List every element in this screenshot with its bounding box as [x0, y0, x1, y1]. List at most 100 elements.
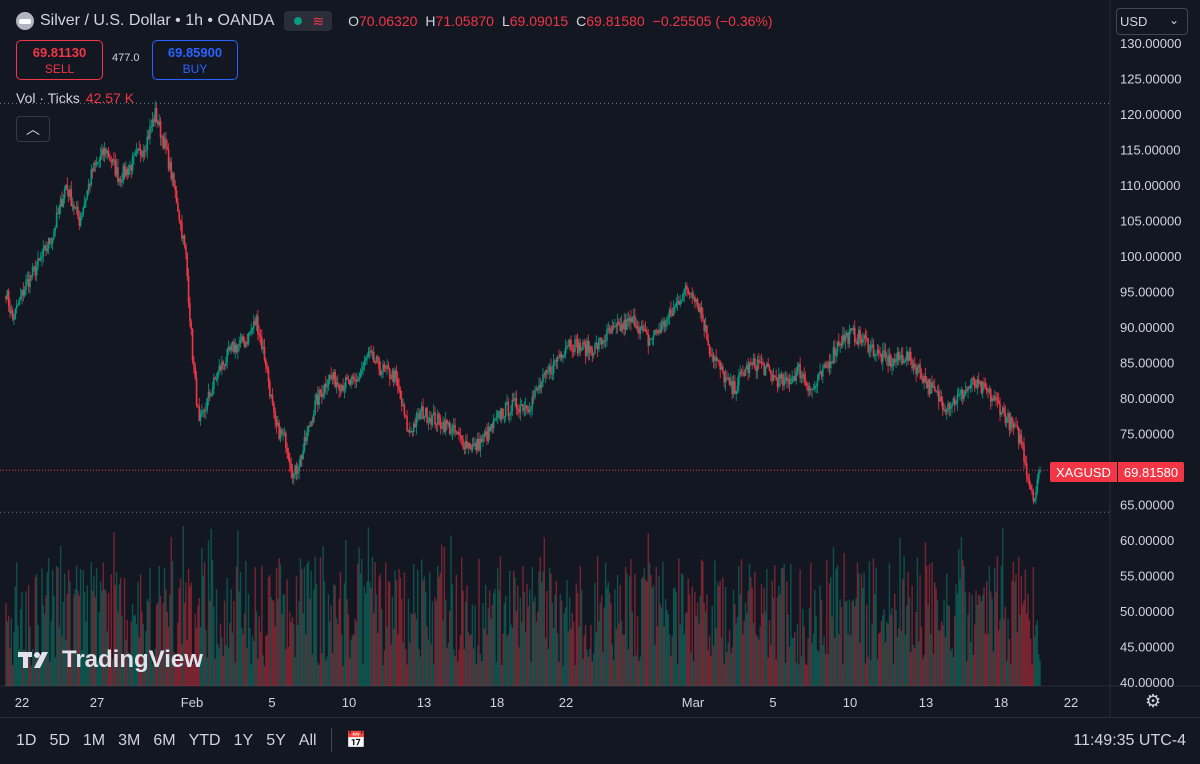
candle-body — [444, 420, 447, 432]
volume-bar — [389, 581, 391, 686]
volume-bar — [816, 649, 819, 686]
candle-body — [964, 390, 967, 396]
candle-body — [975, 386, 977, 389]
market-status[interactable]: ≋ — [284, 11, 333, 31]
range-ytd[interactable]: YTD — [188, 732, 221, 749]
collapse-legend-button[interactable]: ︿ — [16, 116, 50, 142]
volume-bar — [718, 585, 720, 686]
candle-body — [783, 379, 785, 386]
volume-bar — [362, 664, 364, 686]
range-5y[interactable]: 5Y — [266, 732, 286, 749]
clock[interactable]: 11:49:35 UTC-4 — [1073, 732, 1186, 749]
candle-body — [189, 303, 191, 322]
volume-bar — [880, 620, 883, 686]
candle-body — [137, 148, 139, 152]
candle-body — [536, 388, 539, 391]
volume-bar — [676, 663, 679, 686]
candle-body — [724, 377, 727, 383]
candle-body — [73, 204, 75, 209]
range-5d[interactable]: 5D — [49, 732, 70, 749]
volume-bar — [325, 660, 327, 686]
volume-bar — [397, 634, 399, 686]
candle-body — [1028, 479, 1031, 486]
range-3m[interactable]: 3M — [118, 732, 141, 749]
volume-bar — [843, 553, 845, 686]
candle-body — [818, 374, 820, 381]
goto-date-icon[interactable]: 📅 — [346, 732, 366, 749]
volume-bar — [922, 658, 924, 686]
range-all[interactable]: All — [298, 732, 317, 749]
candle-body — [442, 421, 444, 429]
candle-body — [630, 317, 632, 323]
settings-gear-icon[interactable]: ⚙ — [1145, 691, 1162, 711]
buy-button[interactable]: 69.85900 BUY — [152, 40, 238, 80]
candle-body — [835, 350, 837, 356]
currency-select[interactable]: USD ⌄ — [1116, 8, 1188, 35]
volume-bar — [866, 604, 868, 686]
volume-bar — [9, 648, 11, 686]
candle-body — [871, 344, 873, 346]
volume-bar — [624, 566, 627, 686]
candle-body — [458, 432, 460, 435]
candle-body — [31, 267, 34, 277]
volume-bar — [121, 615, 123, 686]
volume-bar — [1019, 614, 1021, 686]
volume-bar — [1008, 639, 1011, 686]
volume-bar — [934, 582, 936, 686]
candle-body — [249, 332, 251, 334]
price-chart[interactable]: 130.00000125.00000120.00000115.00000110.… — [0, 0, 1200, 717]
candle-body — [370, 350, 372, 353]
candle-body — [758, 359, 760, 363]
candle-body — [500, 408, 503, 420]
x-tick-label: 10 — [843, 695, 857, 710]
volume-bar — [508, 571, 511, 686]
volume-bar — [960, 536, 963, 686]
volume-bar — [616, 575, 619, 686]
candle-body — [487, 426, 490, 442]
volume-bar — [662, 561, 664, 686]
volume-bar — [1015, 573, 1017, 686]
candle-body — [177, 202, 179, 212]
candle-body — [672, 308, 675, 316]
y-tick-label: 45.00000 — [1120, 640, 1174, 655]
volume-bar — [954, 616, 956, 686]
volume-bar — [600, 595, 603, 686]
volume-bar — [94, 596, 96, 686]
candle-body — [271, 394, 274, 404]
candle-body — [614, 325, 616, 327]
volume-bar — [826, 559, 828, 686]
symbol-title[interactable]: Silver / U.S. Dollar • 1h • OANDA — [40, 12, 275, 29]
candle-body — [18, 299, 21, 306]
range-1d[interactable]: 1D — [16, 732, 37, 749]
range-6m[interactable]: 6M — [153, 732, 176, 749]
volume-bar — [113, 532, 115, 686]
range-1m[interactable]: 1M — [82, 732, 106, 749]
candle-body — [794, 376, 796, 381]
candle-body — [843, 335, 845, 342]
symbol-legend[interactable]: Silver / U.S. Dollar • 1h • OANDA ≋ O70.… — [16, 10, 781, 32]
candle-body — [335, 382, 338, 387]
candle-body — [530, 407, 532, 411]
candle-body — [147, 136, 150, 139]
volume-bar — [554, 594, 556, 686]
volume-bar — [141, 611, 143, 686]
candle-body — [307, 425, 310, 433]
candle-body — [837, 341, 840, 346]
volume-bar — [150, 658, 152, 686]
volume-bar — [214, 659, 216, 686]
volume-bar — [784, 663, 787, 686]
candle-body — [62, 198, 65, 207]
sell-button[interactable]: 69.81130 SELL — [16, 40, 103, 80]
volume-legend[interactable]: Vol · Ticks 42.57 K — [16, 90, 134, 106]
candle-body — [456, 432, 459, 434]
candle-body — [570, 339, 572, 349]
candle-body — [518, 409, 520, 413]
volume-bar — [311, 654, 314, 686]
candle-body — [143, 150, 146, 152]
candle-body — [450, 431, 452, 434]
volume-bar — [972, 654, 975, 686]
volume-bar — [540, 582, 543, 686]
candle-body — [688, 293, 691, 295]
candle-body — [1015, 424, 1017, 426]
range-1y[interactable]: 1Y — [233, 732, 254, 749]
